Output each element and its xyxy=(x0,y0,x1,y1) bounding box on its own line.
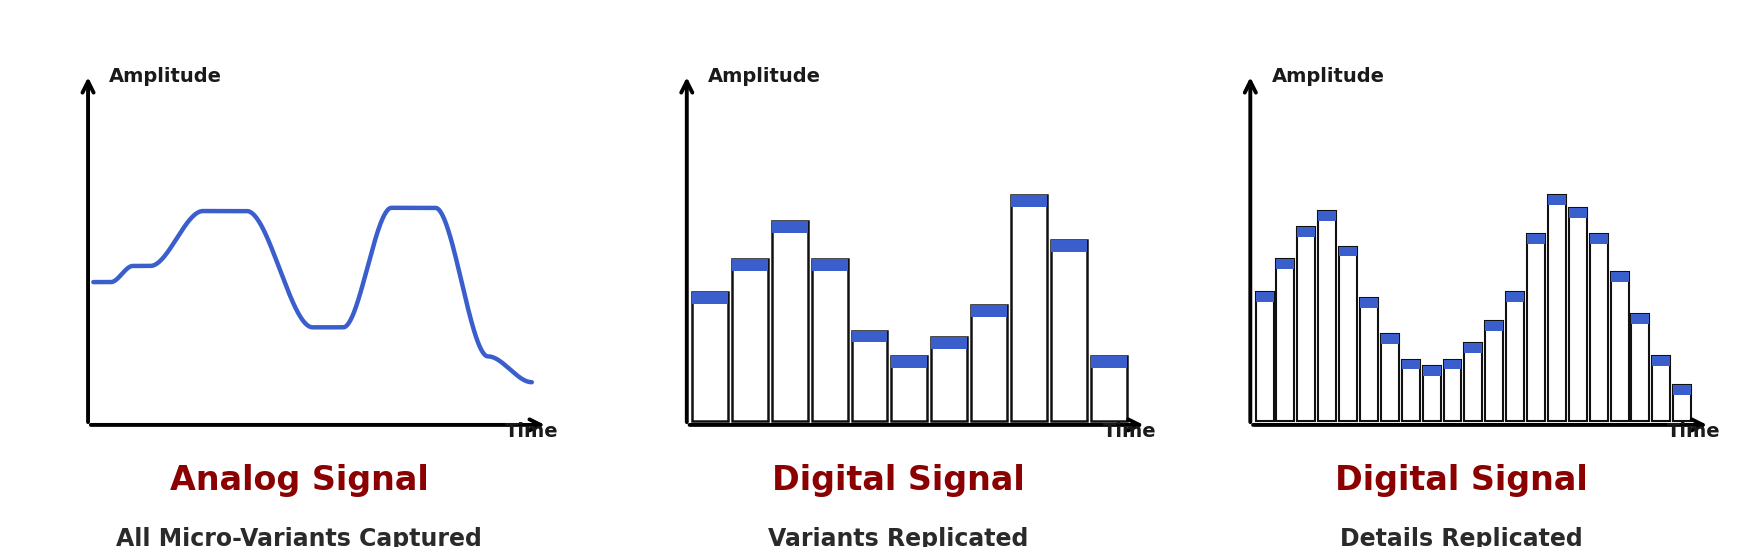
Bar xyxy=(1548,195,1566,205)
Bar xyxy=(891,357,928,368)
Text: Time: Time xyxy=(1104,422,1157,441)
Text: Digital Signal: Digital Signal xyxy=(771,464,1025,497)
Bar xyxy=(970,305,1007,421)
Bar xyxy=(1319,211,1337,221)
Bar xyxy=(1277,259,1294,269)
Bar xyxy=(932,337,967,421)
Bar xyxy=(1485,321,1504,421)
Bar xyxy=(1090,357,1127,421)
Bar xyxy=(692,292,727,304)
Bar xyxy=(1011,195,1046,207)
Bar xyxy=(1011,195,1046,421)
Bar xyxy=(1527,234,1544,421)
Bar xyxy=(1673,386,1691,421)
Bar xyxy=(1277,259,1294,421)
Text: Time: Time xyxy=(1668,422,1720,441)
Text: Details Replicated
w/ Larger Sample Rate: Details Replicated w/ Larger Sample Rate xyxy=(1310,527,1613,547)
Bar xyxy=(970,305,1007,317)
Bar xyxy=(1465,344,1483,353)
Text: Amplitude: Amplitude xyxy=(1271,67,1384,85)
Bar xyxy=(1402,359,1419,369)
Bar xyxy=(1631,315,1650,324)
Bar xyxy=(1611,272,1629,282)
Bar xyxy=(1465,344,1483,421)
Bar xyxy=(1298,227,1315,237)
Bar xyxy=(1652,357,1669,366)
Bar xyxy=(812,259,847,421)
Bar xyxy=(1051,240,1087,421)
Bar xyxy=(1569,208,1587,218)
Bar xyxy=(1590,234,1608,243)
Bar xyxy=(771,221,808,232)
Bar xyxy=(1051,240,1087,252)
Bar xyxy=(1590,234,1608,421)
Bar xyxy=(1631,315,1650,421)
Bar xyxy=(1444,359,1462,369)
Bar xyxy=(1381,334,1398,421)
Bar xyxy=(932,337,967,349)
Text: Amplitude: Amplitude xyxy=(708,67,821,85)
Bar xyxy=(1359,298,1377,308)
Text: Amplitude: Amplitude xyxy=(109,67,222,85)
Bar xyxy=(1485,321,1504,331)
Bar xyxy=(1338,247,1358,257)
Bar xyxy=(1338,247,1358,421)
Bar xyxy=(891,357,928,421)
Bar xyxy=(1359,298,1377,421)
Bar xyxy=(1548,195,1566,421)
Text: Digital Signal: Digital Signal xyxy=(1335,464,1588,497)
Bar xyxy=(692,292,727,421)
Bar xyxy=(852,330,888,421)
Bar xyxy=(1090,357,1127,368)
Bar xyxy=(1569,208,1587,421)
Bar xyxy=(771,221,808,421)
Bar xyxy=(1319,211,1337,421)
Text: Analog Signal: Analog Signal xyxy=(171,464,428,497)
Text: All Micro-Variants Captured: All Micro-Variants Captured xyxy=(116,527,483,547)
Bar xyxy=(1444,359,1462,421)
Bar xyxy=(733,259,768,421)
Bar xyxy=(1402,359,1419,421)
Bar xyxy=(1652,357,1669,421)
Bar xyxy=(1256,292,1273,421)
Bar xyxy=(852,330,888,342)
Text: Variants Replicated
w/ Smaller Sample Rate: Variants Replicated w/ Smaller Sample Ra… xyxy=(740,527,1057,547)
Bar xyxy=(1381,334,1398,344)
Bar xyxy=(1673,386,1691,395)
Bar xyxy=(1611,272,1629,421)
Bar xyxy=(1423,366,1440,421)
Bar xyxy=(1527,234,1544,243)
Bar xyxy=(1506,292,1523,301)
Bar xyxy=(1423,366,1440,376)
Bar xyxy=(1298,227,1315,421)
Bar xyxy=(812,259,847,271)
Bar xyxy=(733,259,768,271)
Bar xyxy=(1506,292,1523,421)
Bar xyxy=(1256,292,1273,301)
Text: Time: Time xyxy=(505,422,558,441)
